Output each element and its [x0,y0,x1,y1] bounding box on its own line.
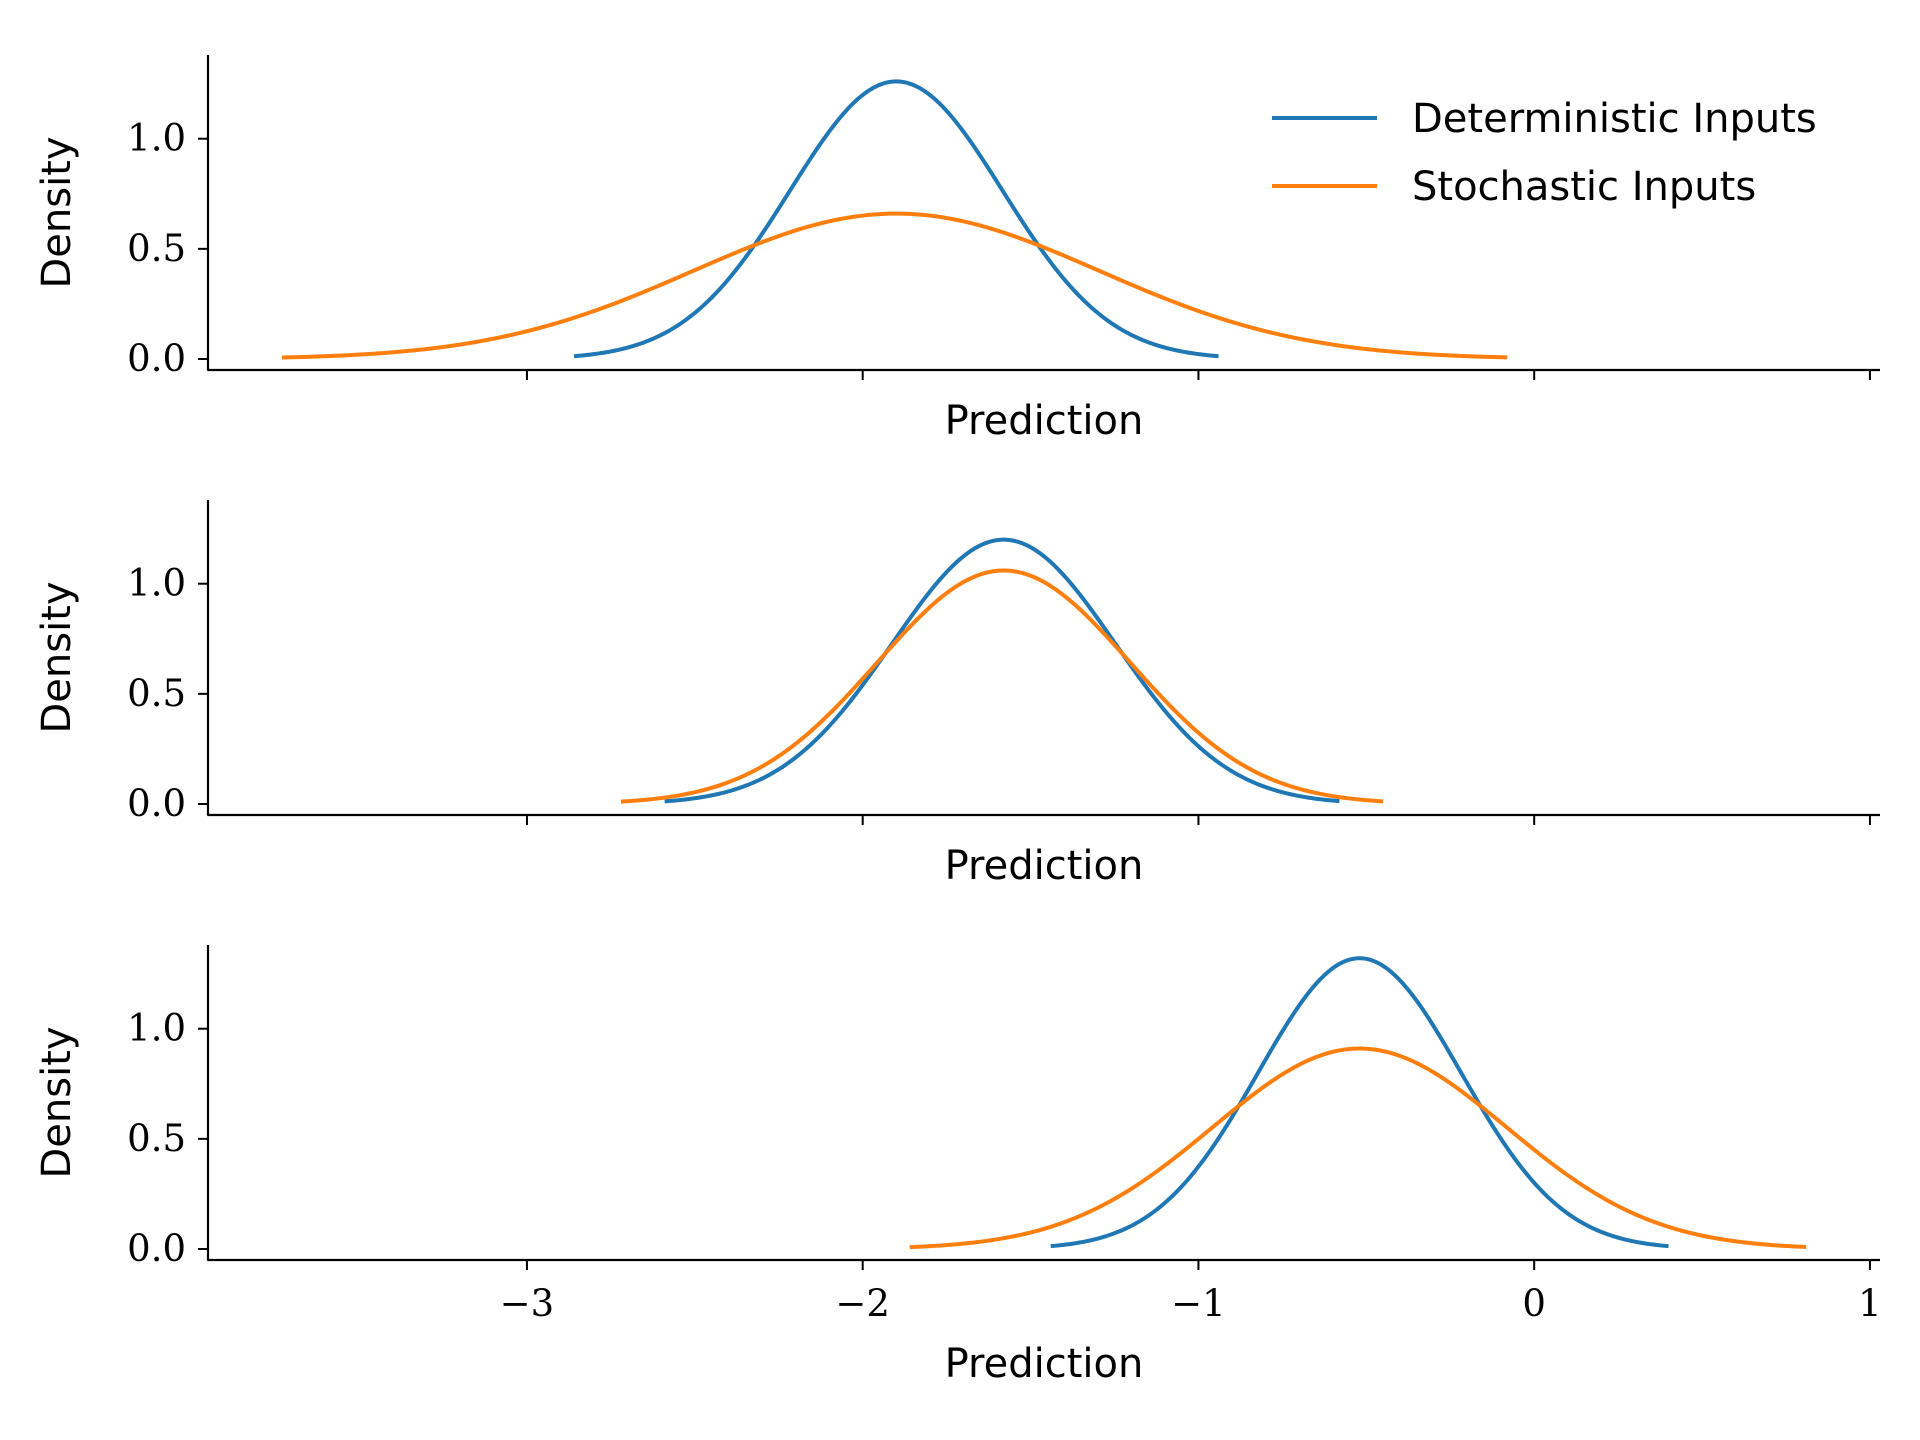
x-tick-label: 1 [1858,1282,1882,1325]
legend-label: Stochastic Inputs [1412,164,1756,210]
x-axis-label: Prediction [945,843,1144,889]
chart-panel-2: 0.0 0.5 1.0 Prediction Density [34,500,1880,889]
x-axis-label: Prediction [945,398,1144,444]
density-line-deterministic [664,537,1340,804]
y-axis-label: Density [34,136,80,288]
y-tick-label: 0.5 [127,227,186,270]
x-tick-label: −2 [835,1282,890,1325]
y-axis-label: Density [34,1026,80,1178]
density-line-stochastic [620,568,1384,804]
y-tick-label: 1.0 [127,117,186,160]
chart-panel-1: 0.0 0.5 1.0 Prediction Density Deterministic … [34,55,1880,444]
x-tick-label: −1 [1171,1282,1226,1325]
density-line-deterministic [573,79,1219,359]
x-tick-label: −3 [500,1282,555,1325]
legend-label: Deterministic Inputs [1412,96,1817,142]
legend: Deterministic Inputs Stochastic Inputs [1272,96,1817,210]
density-line-deterministic [1050,956,1669,1249]
y-tick-label: 0.0 [127,337,186,380]
chart-panel-3: 0.0 0.5 1.0 −3 −2 −1 0 1 Prediction Density [34,945,1882,1387]
x-tick-label: 0 [1522,1282,1546,1325]
y-tick-label: 0.5 [127,1117,186,1160]
y-tick-label: 0.0 [127,782,186,825]
y-tick-label: 0.0 [127,1227,186,1270]
y-tick-label: 0.5 [127,672,186,715]
y-tick-label: 1.0 [127,562,186,605]
x-axis-label: Prediction [945,1341,1144,1387]
y-axis-label: Density [34,581,80,733]
density-line-stochastic [909,1046,1807,1250]
density-line-stochastic [281,211,1508,360]
y-tick-label: 1.0 [127,1007,186,1050]
